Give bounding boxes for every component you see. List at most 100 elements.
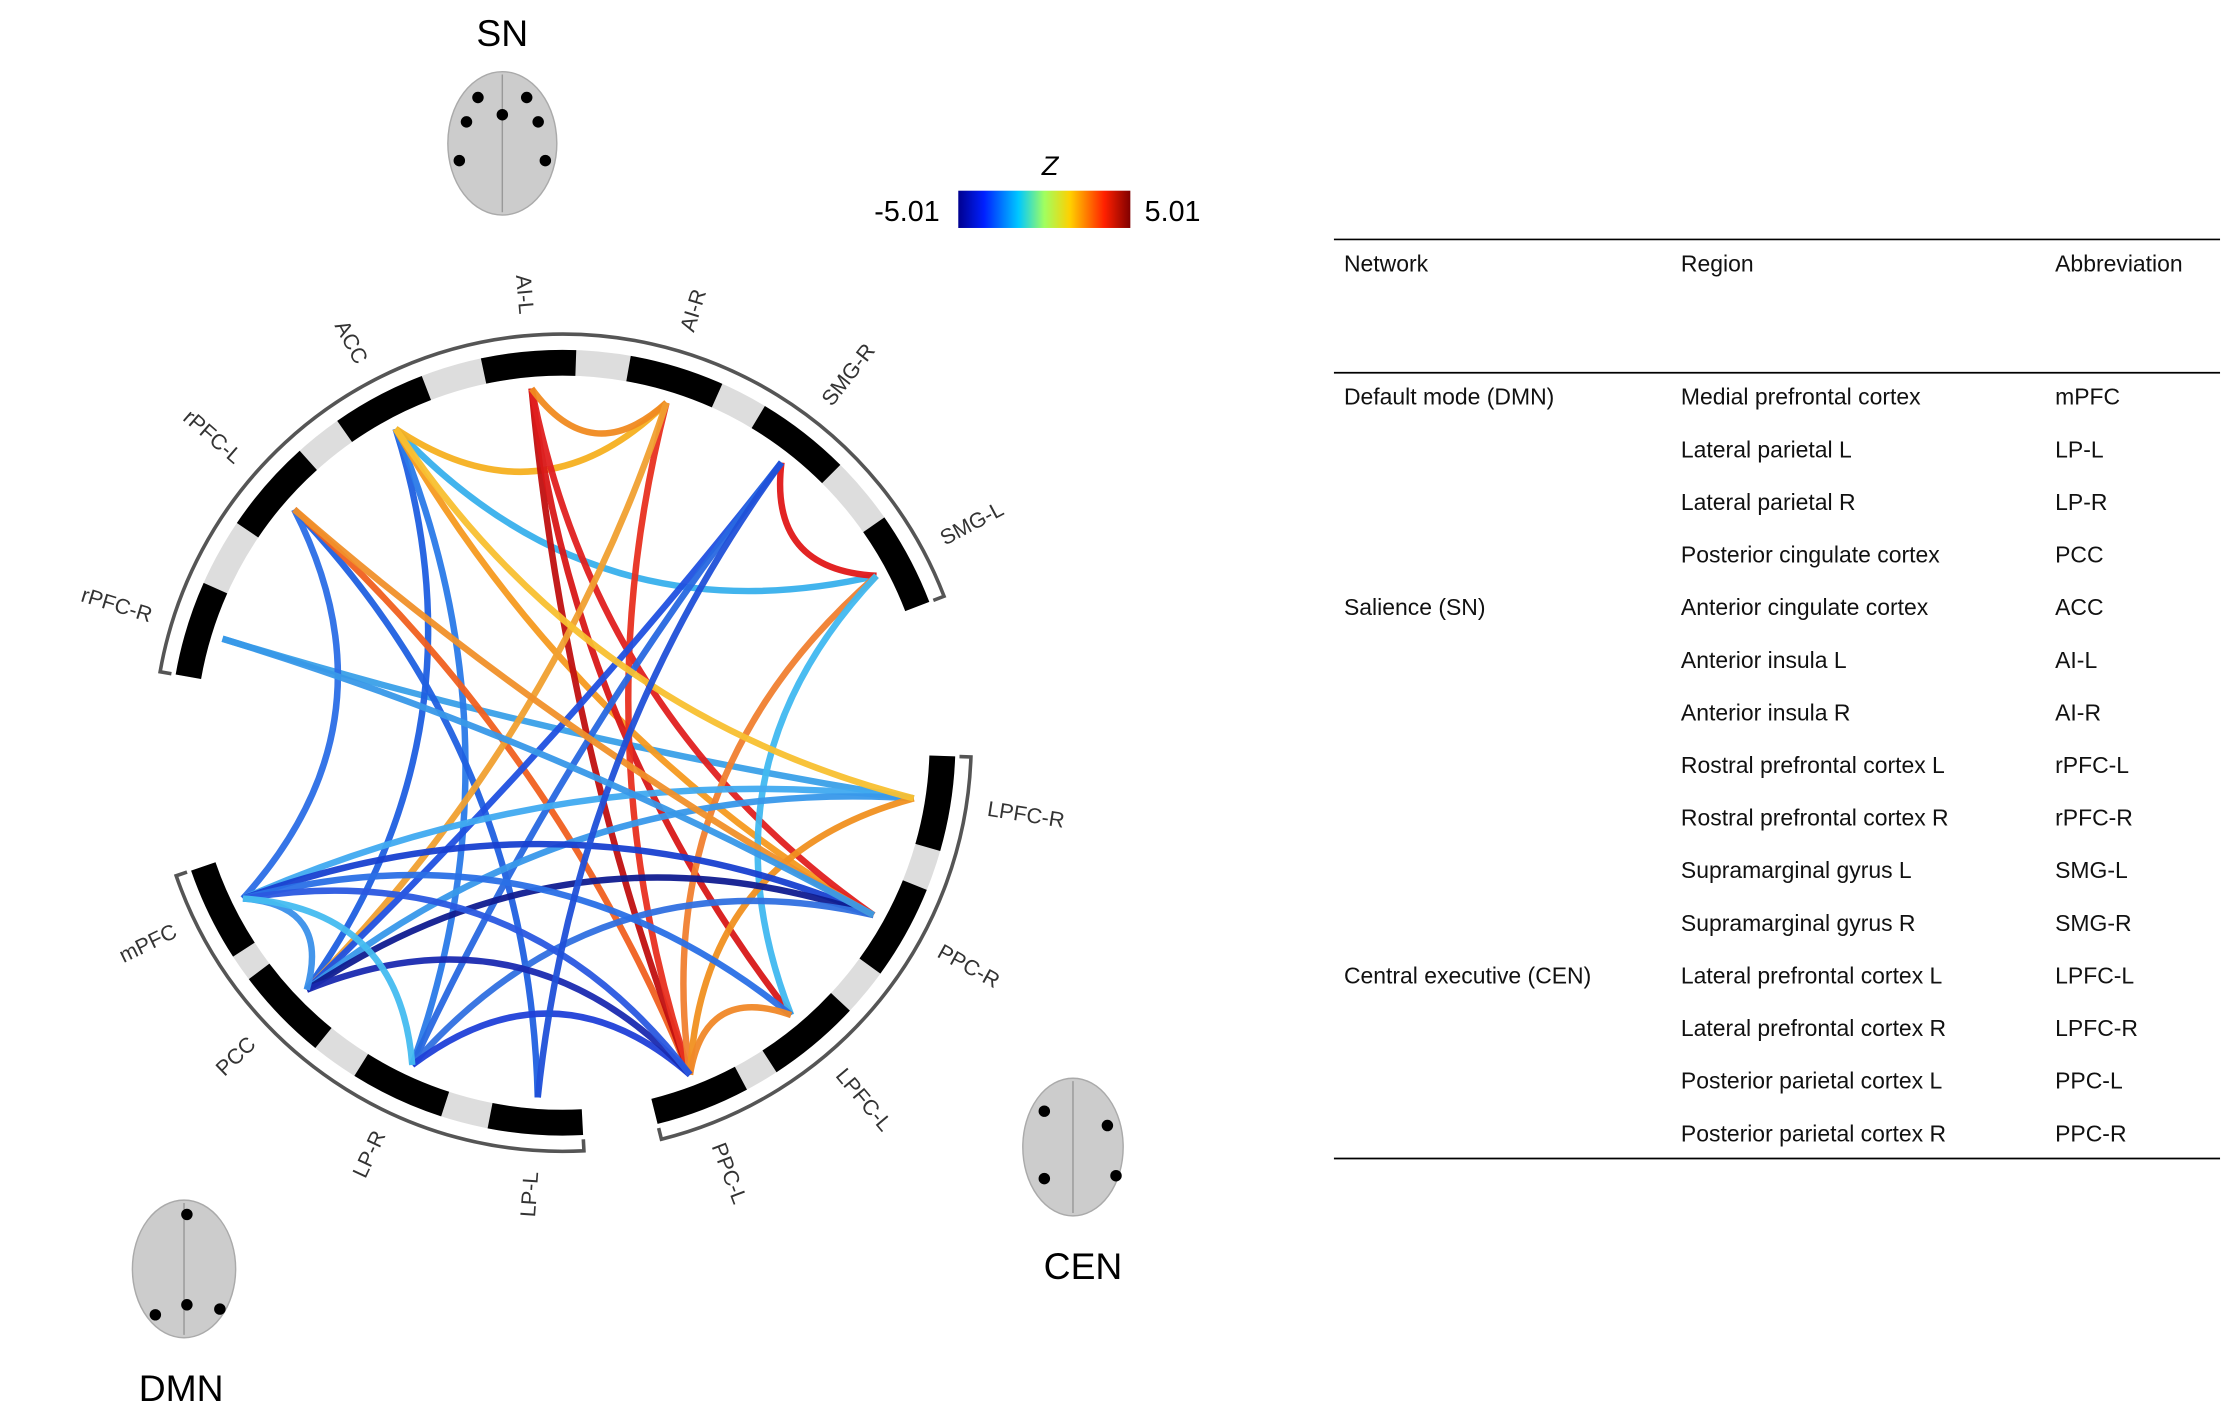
chord <box>410 1010 693 1078</box>
ring: rPFC-R rPFC-L ACC AI-L AI-R SMG-R SMG-L LPFC-R P… <box>78 274 1066 1218</box>
chord <box>392 426 915 802</box>
abbreviation-cell: PPC-R <box>2055 1120 2126 1146</box>
table-header: Region <box>1681 250 1754 276</box>
node-label: rPFC-R <box>78 583 155 627</box>
region-cell: Anterior cingulate cortex <box>1681 594 1929 620</box>
node-segment <box>191 862 255 957</box>
chord <box>534 460 785 1098</box>
abbreviation-cell: LPFC-R <box>2055 1015 2138 1041</box>
region-cell: Posterior cingulate cortex <box>1681 542 1940 568</box>
chord <box>393 426 878 595</box>
colorbar-title: Z <box>1041 150 1060 181</box>
node-segment <box>337 375 432 443</box>
abbreviation-cell: SMG-R <box>2055 910 2131 936</box>
region-cell: Lateral prefrontal cortex R <box>1681 1015 1946 1041</box>
chord <box>409 460 785 1067</box>
network-cell: Central executive (CEN) <box>1344 962 1591 988</box>
chord <box>528 386 669 437</box>
node-segment <box>487 1102 584 1136</box>
bracket <box>158 332 947 676</box>
region-cell: Lateral parietal R <box>1681 489 1856 515</box>
network-label: SN <box>476 12 528 54</box>
abbreviation-cell: SMG-L <box>2055 857 2128 883</box>
chord <box>392 427 469 1067</box>
node-label: LPFC-L <box>831 1064 897 1136</box>
table: Network Region Abbreviation Default mode (D… <box>1333 238 2221 1160</box>
chord <box>221 635 876 918</box>
node-segment <box>626 355 723 408</box>
node-segment <box>248 963 332 1049</box>
region-cell: Rostral prefrontal cortex R <box>1681 805 1949 831</box>
abbreviation-cell: ACC <box>2055 594 2103 620</box>
abbreviation-cell: AI-L <box>2055 647 2097 673</box>
region-cell: Supramarginal gyrus L <box>1681 857 1912 883</box>
network-cell: Salience (SN) <box>1344 594 1486 620</box>
abbreviation-cell: LP-R <box>2055 489 2107 515</box>
chord <box>304 401 670 992</box>
chord <box>240 507 342 901</box>
node-label: rPFC-L <box>179 405 247 469</box>
chord <box>680 573 879 1076</box>
node-label: SMG-L <box>936 497 1007 550</box>
chord <box>242 895 416 1066</box>
node-label: ACC <box>330 317 373 368</box>
table-header: Network <box>1344 250 1429 276</box>
node-segment <box>863 517 930 612</box>
abbreviation-cell: PCC <box>2055 542 2103 568</box>
node-label: mPFC <box>115 919 180 967</box>
chord <box>304 427 432 992</box>
node-segment <box>859 880 927 974</box>
region-cell: Lateral prefrontal cortex L <box>1681 962 1942 988</box>
node-label: LPFC-R <box>986 797 1066 833</box>
node-label: PCC <box>211 1032 260 1081</box>
colorbar-min: -5.01 <box>874 196 939 228</box>
abbreviation-cell: mPFC <box>2055 384 2120 410</box>
abbreviation-cell: AI-R <box>2055 699 2101 725</box>
colorbar-max: 5.01 <box>1145 196 1201 228</box>
abbreviation-cell: LPFC-L <box>2055 962 2134 988</box>
node-label: AI-R <box>676 286 712 334</box>
brain-icon <box>447 70 558 216</box>
node-label: PPC-L <box>707 1140 752 1208</box>
colorbar <box>958 190 1131 228</box>
chord <box>409 897 875 1068</box>
region-cell: Anterior insula L <box>1681 647 1847 673</box>
chord <box>393 400 669 475</box>
node-label: PPC-R <box>934 940 1004 993</box>
chord <box>241 785 915 902</box>
node-label: LP-L <box>516 1171 543 1218</box>
chord <box>242 887 693 1077</box>
node-segment <box>762 992 850 1073</box>
abbreviation-cell: rPFC-R <box>2055 805 2133 831</box>
chord <box>305 956 693 1077</box>
region-cell: Posterior parietal cortex L <box>1681 1068 1942 1094</box>
region-cell: Anterior insula R <box>1681 699 1851 725</box>
brain-icon <box>1022 1077 1124 1217</box>
chord <box>242 871 794 1018</box>
node-segment <box>915 755 956 851</box>
node-label: SMG-R <box>817 339 880 410</box>
bracket <box>173 870 586 1154</box>
chord <box>777 462 877 579</box>
region-cell: Supramarginal gyrus R <box>1681 910 1916 936</box>
chord <box>686 795 915 1075</box>
brain-icon <box>131 1199 237 1339</box>
bracket <box>656 754 973 1142</box>
chord <box>528 388 794 1018</box>
abbreviation-cell: rPFC-L <box>2055 752 2129 778</box>
node-label: LP-R <box>348 1127 390 1182</box>
chords <box>221 386 915 1098</box>
abbreviation-cell: LP-L <box>2055 436 2103 462</box>
network-label: CEN <box>1044 1245 1123 1287</box>
region-cell: Rostral prefrontal cortex L <box>1681 752 1945 778</box>
node-segment <box>480 349 577 384</box>
node-segment <box>751 405 841 484</box>
node-segment <box>236 450 318 538</box>
node-label: AI-L <box>511 274 538 315</box>
node-segment <box>175 582 228 680</box>
abbreviation-cell: PPC-L <box>2055 1068 2123 1094</box>
chord <box>754 573 879 1017</box>
node-segment <box>354 1053 450 1117</box>
